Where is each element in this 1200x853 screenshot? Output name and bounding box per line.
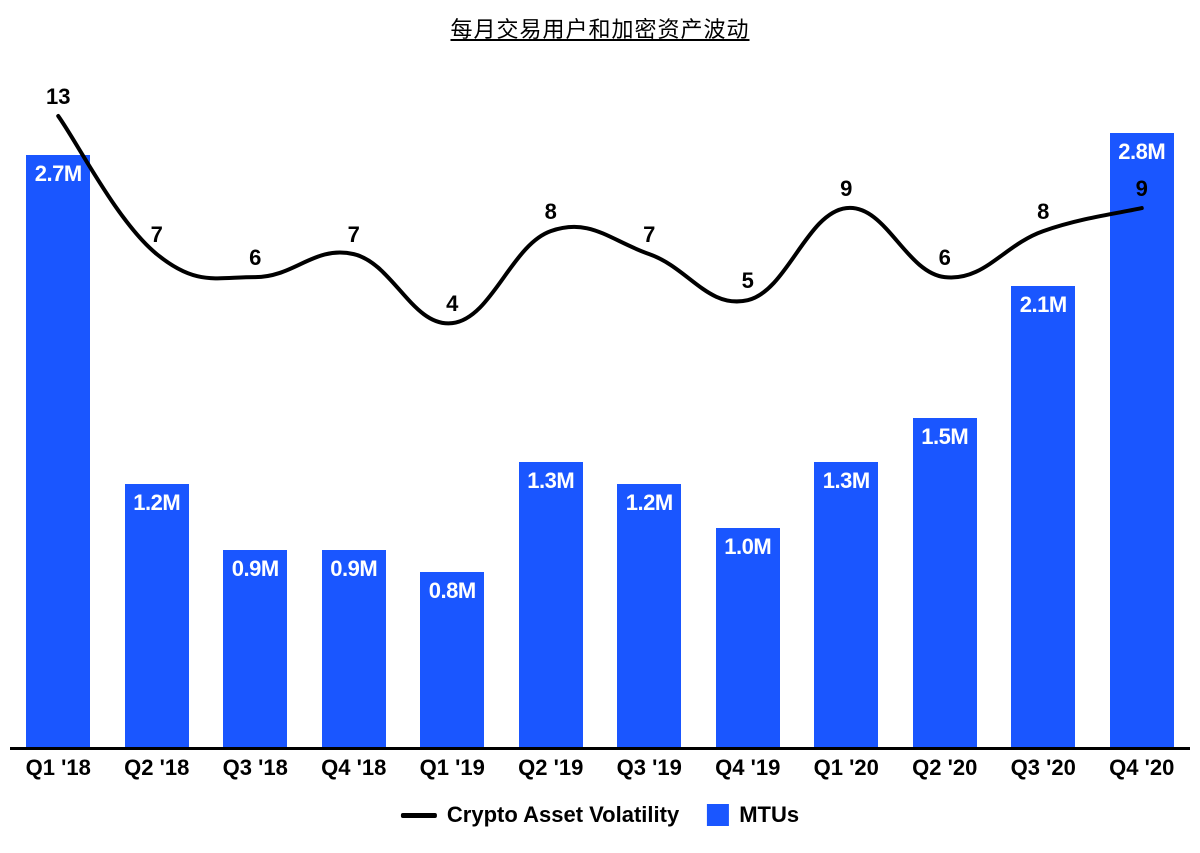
chart-container: 每月交易用户和加密资产波动 2.7M 1.2M 0.9M 0.9M 0.8M 1.3M 1.… [0, 0, 1200, 853]
legend: Crypto Asset Volatility MTUs [401, 802, 799, 828]
bar: 1.3M [519, 462, 583, 747]
x-axis: Q1 '18 Q2 '18 Q3 '18 Q4 '18 Q1 '19 Q2 '19 Q3 '… [10, 755, 1190, 781]
bar-value-label: 2.7M [35, 161, 82, 187]
bar: 0.8M [420, 572, 484, 747]
line-value-label: 7 [643, 222, 655, 248]
plot-area: 2.7M 1.2M 0.9M 0.9M 0.8M 1.3M 1.2M 1.0M 1.3M 1.5M… [10, 70, 1190, 750]
x-tick-label: Q1 '20 [806, 755, 887, 781]
bar: 1.3M [814, 462, 878, 747]
legend-label: MTUs [739, 802, 799, 828]
bar-value-label: 1.5M [921, 424, 968, 450]
bar-slot: 2.7M [18, 155, 99, 747]
x-tick-label: Q3 '19 [609, 755, 690, 781]
bar-slot: 1.0M [708, 528, 789, 747]
chart-title: 每月交易用户和加密资产波动 [450, 12, 749, 44]
bar: 1.5M [913, 418, 977, 747]
x-tick-label: Q4 '18 [314, 755, 395, 781]
bar: 1.0M [716, 528, 780, 747]
x-tick-label: Q2 '18 [117, 755, 198, 781]
x-tick-label: Q3 '18 [215, 755, 296, 781]
bar-slot: 2.8M [1102, 133, 1183, 747]
x-tick-label: Q1 '18 [18, 755, 99, 781]
line-value-label: 7 [151, 222, 163, 248]
bar-slot: 1.2M [117, 484, 198, 747]
bar-slot: 0.9M [314, 550, 395, 747]
line-value-label: 7 [348, 222, 360, 248]
bar-value-label: 1.0M [724, 534, 771, 560]
bar-slot: 1.2M [609, 484, 690, 747]
line-value-label: 5 [742, 268, 754, 294]
line-value-label: 6 [249, 245, 261, 271]
bar-value-label: 2.1M [1020, 292, 1067, 318]
bar-value-label: 0.8M [429, 578, 476, 604]
bar-slot: 0.8M [412, 572, 493, 747]
bar: 2.1M [1011, 286, 1075, 747]
bars-group: 2.7M 1.2M 0.9M 0.9M 0.8M 1.3M 1.2M 1.0M 1.3M 1.5M… [10, 70, 1190, 750]
legend-line-swatch [401, 813, 437, 818]
line-value-label: 9 [1136, 176, 1148, 202]
bar-slot: 0.9M [215, 550, 296, 747]
bar-slot: 1.3M [806, 462, 887, 747]
line-value-label: 13 [46, 84, 70, 110]
bar-slot: 2.1M [1003, 286, 1084, 747]
legend-label: Crypto Asset Volatility [447, 802, 679, 828]
line-value-label: 8 [545, 199, 557, 225]
bar: 2.8M [1110, 133, 1174, 747]
bar-slot: 1.5M [905, 418, 986, 747]
bar-value-label: 1.3M [527, 468, 574, 494]
line-value-label: 9 [840, 176, 852, 202]
bar: 1.2M [617, 484, 681, 747]
bar-value-label: 0.9M [232, 556, 279, 582]
bar-value-label: 1.2M [133, 490, 180, 516]
bar-value-label: 0.9M [330, 556, 377, 582]
x-tick-label: Q1 '19 [412, 755, 493, 781]
bar-value-label: 1.2M [626, 490, 673, 516]
bar: 1.2M [125, 484, 189, 747]
x-tick-label: Q2 '20 [905, 755, 986, 781]
line-value-label: 4 [446, 291, 458, 317]
bar-value-label: 2.8M [1118, 139, 1165, 165]
bar: 2.7M [26, 155, 90, 747]
x-tick-label: Q4 '19 [708, 755, 789, 781]
x-tick-label: Q4 '20 [1102, 755, 1183, 781]
legend-item-mtus: MTUs [707, 802, 799, 828]
bar-slot: 1.3M [511, 462, 592, 747]
bar: 0.9M [223, 550, 287, 747]
x-tick-label: Q3 '20 [1003, 755, 1084, 781]
bar: 0.9M [322, 550, 386, 747]
legend-item-volatility: Crypto Asset Volatility [401, 802, 679, 828]
line-value-label: 8 [1037, 199, 1049, 225]
x-tick-label: Q2 '19 [511, 755, 592, 781]
bar-value-label: 1.3M [823, 468, 870, 494]
legend-square-swatch [707, 804, 729, 826]
line-value-label: 6 [939, 245, 951, 271]
